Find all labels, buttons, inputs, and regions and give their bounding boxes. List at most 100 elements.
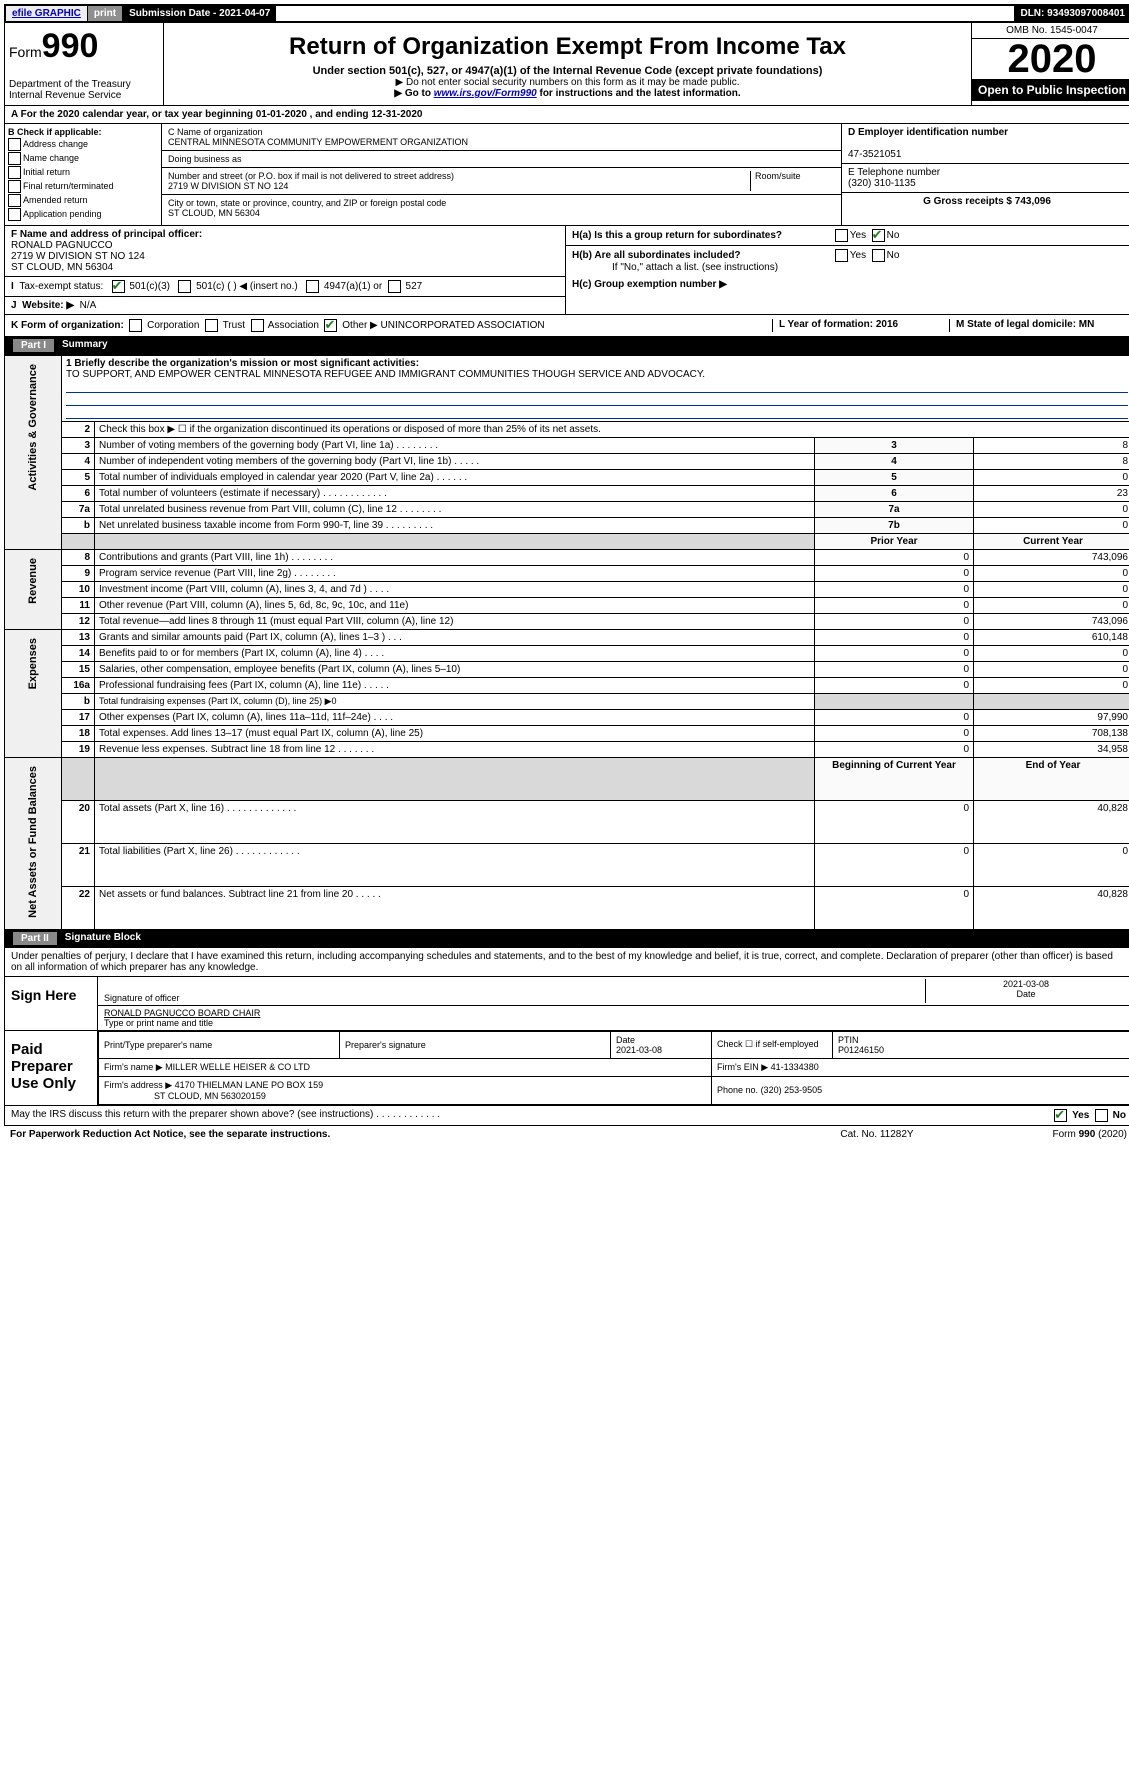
i-501c: 501(c) ( ) ◀ (insert no.) [196, 281, 298, 292]
part1-title: Summary [62, 339, 108, 352]
row-a-tax-year: A For the 2020 calendar year, or tax yea… [4, 106, 1129, 124]
officer-addr1: 2719 W DIVISION ST NO 124 [11, 251, 145, 262]
line7b-val: 0 [974, 518, 1129, 534]
line20-desc: Total assets (Part X, line 16) . . . . .… [95, 800, 815, 843]
check-initial-return[interactable]: Initial return [8, 166, 158, 179]
beg-year-hdr: Beginning of Current Year [815, 758, 974, 801]
h-attach-note: If "No," attach a list. (see instruction… [572, 262, 778, 273]
k-other[interactable] [324, 319, 337, 332]
line3-val: 8 [974, 438, 1129, 454]
print-button[interactable]: print [88, 6, 123, 21]
discuss-yes[interactable] [1054, 1109, 1067, 1122]
k-assoc[interactable] [251, 319, 264, 332]
form-title: Return of Organization Exempt From Incom… [170, 33, 965, 61]
check-amended-return[interactable]: Amended return [8, 194, 158, 207]
line12-curr: 743,096 [974, 614, 1129, 630]
check-self-employed[interactable]: Check ☐ if self-employed [712, 1031, 833, 1058]
org-address: 2719 W DIVISION ST NO 124 [168, 181, 288, 191]
form-990-footer: Form 990 (2020) [1053, 1129, 1127, 1140]
ha-no[interactable] [872, 229, 885, 242]
line15-desc: Salaries, other compensation, employee b… [95, 662, 815, 678]
ha-yes[interactable] [835, 229, 848, 242]
check-527[interactable] [388, 280, 401, 293]
line14-desc: Benefits paid to or for members (Part IX… [95, 646, 815, 662]
submission-date: Submission Date - 2021-04-07 [123, 6, 277, 21]
part2-num: Part II [13, 932, 57, 945]
note2-pre: ▶ Go to [394, 88, 433, 99]
q2-text: Check this box ▶ ☐ if the organization d… [95, 422, 1129, 438]
part2-header: Part II Signature Block [4, 930, 1129, 948]
end-year-hdr: End of Year [974, 758, 1129, 801]
check-501c[interactable] [178, 280, 191, 293]
check-4947[interactable] [306, 280, 319, 293]
org-city: ST CLOUD, MN 56304 [168, 208, 260, 218]
row-i-tax-status: I Tax-exempt status: 501(c)(3) 501(c) ( … [5, 277, 565, 297]
line20-end: 40,828 [974, 800, 1129, 843]
check-address-change[interactable]: Address change [8, 138, 158, 151]
sign-here-block: Sign Here Signature of officer 2021-03-0… [4, 977, 1129, 1031]
hb-no[interactable] [872, 249, 885, 262]
paid-preparer-label: Paid Preparer Use Only [5, 1031, 98, 1105]
ein-label: D Employer identification number [848, 127, 1008, 138]
firm-ein: 41-1334380 [771, 1062, 819, 1072]
line16b-desc: Total fundraising expenses (Part IX, col… [95, 694, 815, 710]
ha-label: H(a) Is this a group return for subordin… [572, 230, 832, 241]
line7a-val: 0 [974, 502, 1129, 518]
line19-desc: Revenue less expenses. Subtract line 18 … [95, 742, 815, 758]
prior-year-hdr: Prior Year [815, 534, 974, 550]
form-note1: ▶ Do not enter social security numbers o… [170, 77, 965, 88]
perjury-statement: Under penalties of perjury, I declare th… [4, 948, 1129, 977]
open-public-badge: Open to Public Inspection [972, 79, 1129, 101]
line19-curr: 34,958 [974, 742, 1129, 758]
check-name-change[interactable]: Name change [8, 152, 158, 165]
part1-header: Part I Summary [4, 337, 1129, 355]
check-application-pending[interactable]: Application pending [8, 208, 158, 221]
line8-desc: Contributions and grants (Part VIII, lin… [95, 550, 815, 566]
irs-label: Internal Revenue Service [9, 90, 121, 101]
side-revenue: Revenue [5, 550, 62, 630]
k-other-val: UNINCORPORATED ASSOCIATION [381, 320, 545, 331]
note2-link-text: www.irs.gov/Form990 [434, 88, 537, 99]
line4-desc: Number of independent voting members of … [95, 454, 815, 470]
check-501c3[interactable] [112, 280, 125, 293]
row-f-officer: F Name and address of principal officer:… [5, 226, 565, 277]
section-fhij: F Name and address of principal officer:… [4, 226, 1129, 315]
j-label: Website: ▶ [22, 300, 74, 311]
efile-link[interactable]: efile GRAPHIC [6, 6, 88, 21]
section-bcd: B Check if applicable: Address change Na… [4, 124, 1129, 226]
k-corp[interactable] [129, 319, 142, 332]
dln: DLN: 93493097008401 [1014, 6, 1129, 21]
form990-link[interactable]: www.irs.gov/Form990 [434, 88, 537, 99]
part1-num: Part I [13, 339, 54, 352]
i-527: 527 [406, 281, 423, 292]
sig-officer-label: Signature of officer [104, 979, 926, 1003]
discuss-row: May the IRS discuss this return with the… [4, 1106, 1129, 1126]
line6-desc: Total number of volunteers (estimate if … [95, 486, 815, 502]
tax-year: 2020 [972, 39, 1129, 79]
officer-sig-name: RONALD PAGNUCCO BOARD CHAIR [104, 1008, 260, 1018]
line7b-desc: Net unrelated business taxable income fr… [95, 518, 815, 534]
row-a-text: A For the 2020 calendar year, or tax yea… [11, 109, 422, 120]
line3-desc: Number of voting members of the governin… [95, 438, 815, 454]
room-label: Room/suite [755, 171, 801, 181]
col-deg: D Employer identification number 47-3521… [842, 124, 1129, 225]
paid-preparer-block: Paid Preparer Use Only Print/Type prepar… [4, 1031, 1129, 1106]
gross-receipts: G Gross receipts $ 743,096 [923, 196, 1051, 207]
prep-name-label: Print/Type preparer's name [99, 1031, 340, 1058]
line10-desc: Investment income (Part VIII, column (A)… [95, 582, 815, 598]
ptin-label: PTIN [838, 1035, 859, 1045]
dba-label: Doing business as [168, 154, 242, 164]
k-trust[interactable] [205, 319, 218, 332]
line4-val: 8 [974, 454, 1129, 470]
line17-desc: Other expenses (Part IX, column (A), lin… [95, 710, 815, 726]
hb-yes[interactable] [835, 249, 848, 262]
efile-text[interactable]: efile GRAPHIC [12, 8, 81, 19]
firm-city: ST CLOUD, MN 563020159 [154, 1091, 266, 1101]
discuss-no[interactable] [1095, 1109, 1108, 1122]
page-footer: For Paperwork Reduction Act Notice, see … [4, 1126, 1129, 1143]
line7a-desc: Total unrelated business revenue from Pa… [95, 502, 815, 518]
check-final-return[interactable]: Final return/terminated [8, 180, 158, 193]
col-c-org-info: C Name of organization CENTRAL MINNESOTA… [162, 124, 842, 225]
top-bar: efile GRAPHIC print Submission Date - 20… [4, 4, 1129, 23]
line9-desc: Program service revenue (Part VIII, line… [95, 566, 815, 582]
